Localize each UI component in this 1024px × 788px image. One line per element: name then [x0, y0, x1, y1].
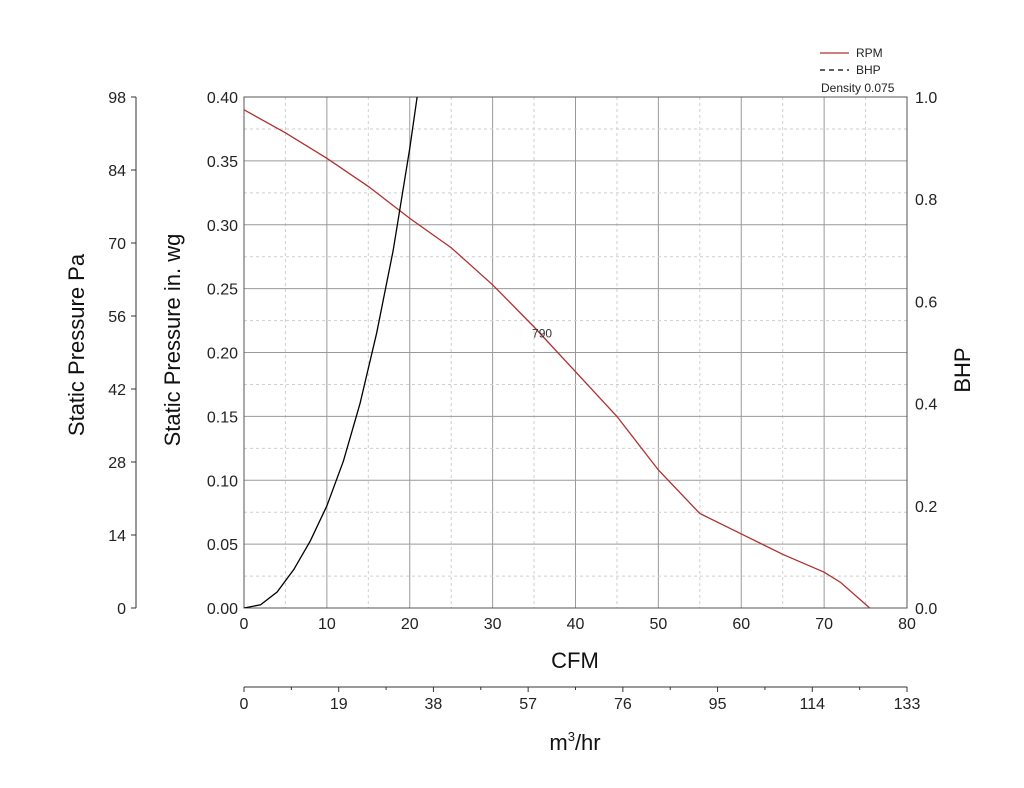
- in-wg-tick-label: 0.10: [207, 473, 238, 490]
- cfm-tick-label: 70: [815, 616, 833, 633]
- series-bhp-line: [244, 97, 418, 608]
- in-wg-tick-label: 0.00: [207, 601, 238, 618]
- m3hr-tick-label: 0: [240, 696, 249, 713]
- bhp-axis-title: BHP: [950, 347, 975, 392]
- plot-frame: [243, 96, 908, 609]
- cfm-tick-label: 0: [240, 616, 249, 633]
- series-layer: [244, 97, 871, 608]
- rpm-annotation: 790: [532, 326, 552, 340]
- cfm-tick-label: 40: [567, 616, 585, 633]
- in-wg-tick-label: 0.05: [207, 537, 238, 554]
- cfm-tick-label: 60: [732, 616, 750, 633]
- grid-lines: [243, 96, 908, 609]
- pa-tick-label: 42: [108, 382, 126, 399]
- legend-rpm-label: RPM: [856, 46, 883, 60]
- in-wg-tick-label: 0.30: [207, 218, 238, 235]
- cfm-tick-label: 50: [649, 616, 667, 633]
- in-wg-axis-ticks: 0.00 0.05 0.10 0.15 0.20 0.25 0.30 0.35 0.40: [207, 90, 238, 618]
- m3hr-tick-label: 38: [425, 696, 443, 713]
- bhp-tick-label: 0.6: [915, 294, 937, 311]
- m3hr-axis-title: m3/hr: [549, 729, 600, 755]
- legend: RPM BHP Density 0.075: [820, 46, 895, 95]
- m3hr-tick-label: 57: [519, 696, 537, 713]
- bhp-tick-label: 0.8: [915, 192, 937, 209]
- cfm-axis-title: CFM: [551, 648, 599, 673]
- bhp-tick-label: 1.0: [915, 90, 937, 107]
- cfm-tick-label: 10: [318, 616, 336, 633]
- cfm-tick-label: 80: [898, 616, 916, 633]
- m3hr-tick-label: 76: [614, 696, 632, 713]
- m3hr-tick-label: 95: [709, 696, 727, 713]
- bhp-tick-label: 0.4: [915, 397, 937, 414]
- in-wg-tick-label: 0.25: [207, 282, 238, 299]
- bhp-axis-ticks: 0.0 0.2 0.4 0.6 0.8 1.0: [915, 90, 937, 618]
- pa-tick-label: 0: [117, 601, 126, 618]
- series-rpm-line: [244, 109, 871, 608]
- bhp-tick-label: 0.0: [915, 601, 937, 618]
- in-wg-tick-label: 0.20: [207, 346, 238, 363]
- legend-density-note: Density 0.075: [821, 81, 895, 95]
- pa-tick-label: 84: [108, 163, 126, 180]
- in-wg-tick-label: 0.35: [207, 154, 238, 171]
- m3hr-axis-ticks: 0 19 38 57 76 95 114 133: [240, 687, 921, 713]
- pa-tick-label: 14: [108, 528, 126, 545]
- m3hr-tick-label: 114: [800, 696, 826, 713]
- cfm-axis-ticks: 0 10 20 30 40 50 60 70 80: [240, 616, 916, 633]
- m3hr-tick-label: 133: [894, 696, 921, 713]
- in-wg-axis-title: Static Pressure in. wg: [160, 234, 185, 447]
- in-wg-tick-label: 0.40: [207, 90, 238, 107]
- pa-tick-label: 28: [108, 455, 126, 472]
- pa-tick-label: 70: [108, 236, 126, 253]
- legend-bhp-label: BHP: [856, 63, 881, 77]
- pa-axis-title: Static Pressure Pa: [64, 253, 89, 436]
- m3hr-tick-label: 19: [330, 696, 348, 713]
- pa-axis-ticks: 0 14 28 42 56 70 84 98: [108, 90, 136, 618]
- cfm-tick-label: 20: [401, 616, 419, 633]
- in-wg-tick-label: 0.15: [207, 409, 238, 426]
- pa-tick-label: 98: [108, 90, 126, 107]
- cfm-tick-label: 30: [484, 616, 502, 633]
- pa-tick-label: 56: [108, 309, 126, 326]
- bhp-tick-label: 0.2: [915, 499, 937, 516]
